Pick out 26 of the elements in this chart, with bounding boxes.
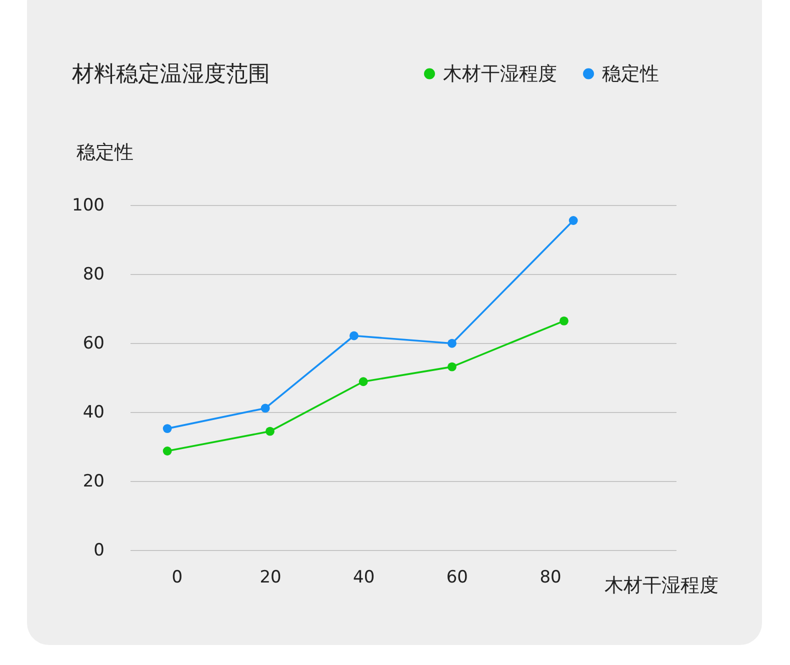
x-axis-title: 木材干湿程度 [604, 574, 718, 596]
legend-label: 木材干湿程度 [443, 62, 557, 85]
point [560, 316, 568, 326]
y-tick-label: 40 [82, 402, 104, 422]
y-tick-label: 80 [82, 264, 104, 284]
x-tick-label: 60 [446, 568, 468, 588]
x-tick-label: 80 [540, 568, 562, 588]
y-tick-label: 60 [82, 334, 104, 354]
x-tick-label: 0 [172, 568, 183, 588]
point [260, 404, 270, 413]
point [162, 424, 172, 434]
point [448, 338, 456, 348]
x-tick-label: 40 [353, 568, 375, 588]
point [358, 377, 368, 386]
point [448, 362, 456, 372]
legend-label: 稳定性 [602, 62, 659, 85]
y-tick-label: 0 [94, 540, 104, 560]
point [568, 216, 578, 225]
y-tick-label: 100 [72, 196, 104, 216]
point [350, 331, 358, 340]
point [266, 426, 274, 436]
x-tick-label: 20 [260, 568, 282, 588]
y-axis-title: 稳定性 [76, 142, 134, 164]
chart-title: 材料稳定温湿度范围 [72, 61, 270, 89]
point [162, 446, 172, 456]
y-tick-label: 20 [82, 472, 104, 492]
